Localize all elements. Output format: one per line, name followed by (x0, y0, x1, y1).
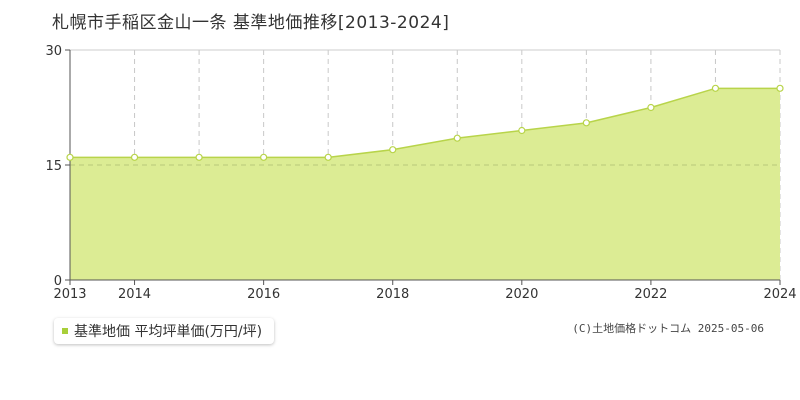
data-point-2017 (324, 153, 332, 161)
series-line (70, 87, 780, 159)
data-point-2015 (195, 153, 203, 161)
data-points (66, 84, 784, 161)
x-tick-label-2024: 2024 (763, 287, 796, 302)
y-tick-label-30: 30 (45, 44, 62, 59)
area-fill (70, 88, 780, 280)
x-tick-label-2022: 2022 (634, 287, 667, 302)
data-point-2024 (776, 84, 784, 92)
data-point-2022 (647, 103, 655, 112)
y-tick-label-0: 0 (54, 274, 62, 289)
y-tick-label-15: 15 (45, 159, 62, 174)
axes (65, 49, 781, 285)
x-tick-label-2016: 2016 (247, 287, 280, 302)
x-tick-label-2020: 2020 (505, 287, 538, 302)
data-point-2019 (453, 134, 461, 142)
legend-swatch (62, 328, 68, 334)
x-tick-label-2018: 2018 (376, 287, 409, 302)
legend: 基準地価 平均坪単価(万円/坪) (54, 318, 275, 344)
legend-label: 基準地価 平均坪単価(万円/坪) (74, 324, 263, 340)
data-point-2016 (260, 153, 268, 161)
data-point-2023 (711, 84, 720, 92)
copyright: (C)土地価格ドットコム 2025-05-06 (572, 322, 764, 335)
x-tick-label-2013: 2013 (53, 287, 86, 302)
data-point-2014 (130, 153, 139, 161)
chart-title: 札幌市手稲区金山一条 基準地価推移[2013-2024] (52, 13, 450, 33)
x-tick-label-2014: 2014 (118, 287, 151, 302)
data-point-2013 (66, 153, 74, 161)
data-point-2020 (518, 126, 526, 135)
y-tick-labels: 0 15 30 (45, 44, 62, 289)
data-point-2021 (582, 119, 590, 127)
data-point-2018 (389, 146, 397, 154)
x-tick-labels: 2013 2014 2016 2018 2020 2022 2024 (53, 287, 796, 302)
